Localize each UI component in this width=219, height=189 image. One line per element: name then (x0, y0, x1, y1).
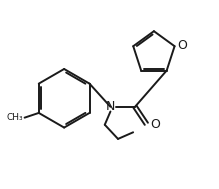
Text: O: O (177, 39, 187, 52)
Text: CH₃: CH₃ (6, 113, 23, 122)
Text: O: O (150, 118, 160, 131)
Text: N: N (106, 100, 115, 113)
